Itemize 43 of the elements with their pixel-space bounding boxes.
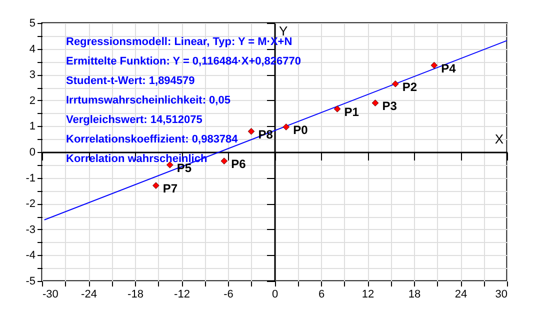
point xyxy=(372,100,379,106)
x-tick-label: 30 xyxy=(495,288,508,300)
y-tick-label: 4 xyxy=(29,43,36,56)
point xyxy=(282,124,290,130)
x-tick-label: -6 xyxy=(224,288,234,300)
annotation: Student-t-Wert: 1,894579 xyxy=(66,75,195,87)
y-tick-label: -4 xyxy=(26,250,36,262)
y-tick-label: -3 xyxy=(26,224,36,236)
data-label: P1 xyxy=(344,104,360,119)
point xyxy=(334,106,341,112)
annotation: Vergleichswert: 14,512075 xyxy=(66,114,202,126)
annotation: Irrtumswahrscheinlichkeit: 0,05 xyxy=(66,94,230,106)
y-tick-label: 3 xyxy=(29,69,36,82)
x-tick-label: 24 xyxy=(454,288,468,300)
y-tick-label: -1 xyxy=(26,172,36,184)
y-tick-label: -2 xyxy=(26,198,36,210)
x-tick-label: -18 xyxy=(128,288,144,300)
x-tick-label: -12 xyxy=(174,288,190,300)
point xyxy=(220,158,228,164)
x-axis-title: X xyxy=(494,132,504,146)
data-label: P0 xyxy=(293,122,308,137)
x-tick-label: 0 xyxy=(272,288,278,300)
data-label: P7 xyxy=(162,182,178,196)
point xyxy=(392,80,399,88)
x-tick-label: 12 xyxy=(362,288,374,300)
data-label: P6 xyxy=(231,157,246,172)
x-tick-label: -24 xyxy=(81,288,97,300)
y-tick-label: 2 xyxy=(29,94,36,107)
y-tick-label: 1 xyxy=(29,120,36,133)
point xyxy=(152,182,160,189)
point xyxy=(248,128,255,135)
annotation: Korrelationskoeffizient: 0,983784 xyxy=(66,134,239,146)
data-label: P3 xyxy=(382,98,398,113)
data-label: P4 xyxy=(441,61,456,76)
y-tick-label: 0 xyxy=(29,146,36,158)
y-axis-title: Y xyxy=(279,24,288,38)
x-tick-label: 18 xyxy=(408,288,421,300)
y-tick-label: 5 xyxy=(29,18,36,30)
x-tick-label: -30 xyxy=(42,288,58,300)
y-tick-label: -5 xyxy=(26,276,36,288)
point xyxy=(430,62,438,69)
data-label: P2 xyxy=(402,80,418,94)
x-tick-label: 6 xyxy=(318,288,325,300)
